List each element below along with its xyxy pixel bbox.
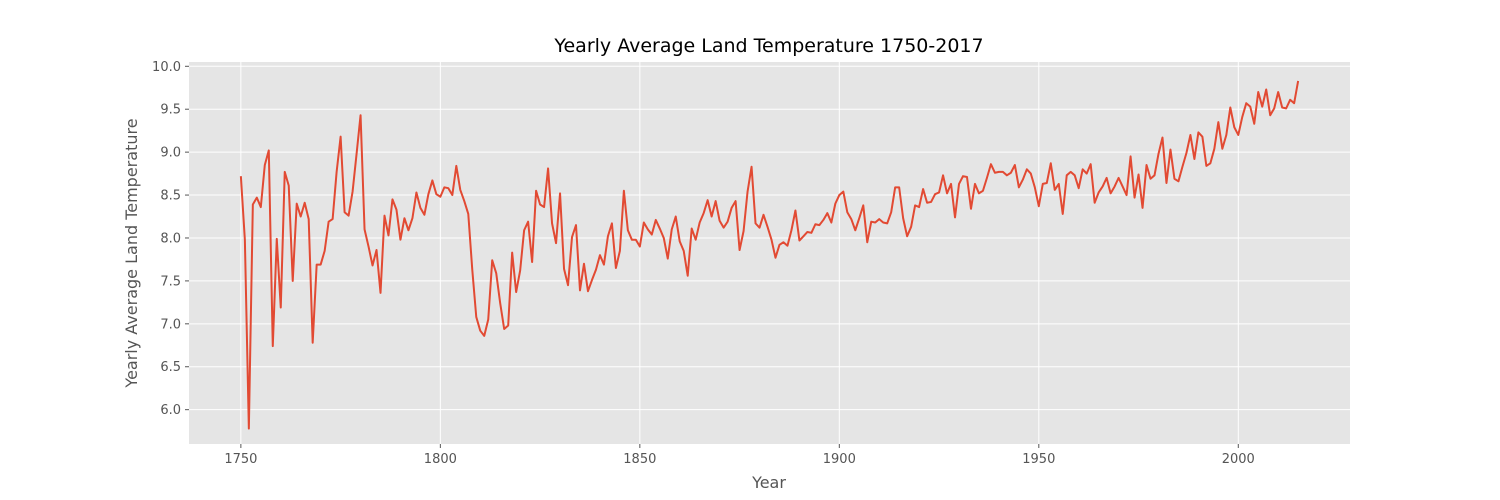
y-tick-label: 8.0 xyxy=(160,231,181,246)
x-tick-label: 1850 xyxy=(623,452,656,467)
x-tick-label: 2000 xyxy=(1222,452,1255,467)
series-line xyxy=(239,80,1300,430)
y-tick-label: 7.0 xyxy=(160,317,181,332)
y-axis-label: Yearly Average Land Temperature xyxy=(122,118,141,388)
x-axis-label: Year xyxy=(751,473,786,492)
x-tick-label: 1750 xyxy=(224,452,257,467)
y-tick-label: 6.5 xyxy=(160,360,181,375)
plot-area xyxy=(189,62,1350,444)
y-tick-label: 9.5 xyxy=(160,103,181,118)
x-tick-label: 1900 xyxy=(823,452,856,467)
y-tick-label: 6.0 xyxy=(160,403,181,418)
x-tick-label: 1950 xyxy=(1022,452,1055,467)
chart-title: Yearly Average Land Temperature 1750-201… xyxy=(553,35,983,57)
x-tick-label: 1800 xyxy=(424,452,457,467)
y-tick-label: 7.5 xyxy=(160,274,181,289)
axis-ticks: 1750 1800 1850 1900 1950 2000 6.0 6.5 7.0 7.5 8.0 8… xyxy=(152,60,1255,467)
y-tick-label: 8.5 xyxy=(160,189,181,204)
y-tick-label: 9.0 xyxy=(160,146,181,161)
y-tick-label: 10.0 xyxy=(152,60,181,75)
